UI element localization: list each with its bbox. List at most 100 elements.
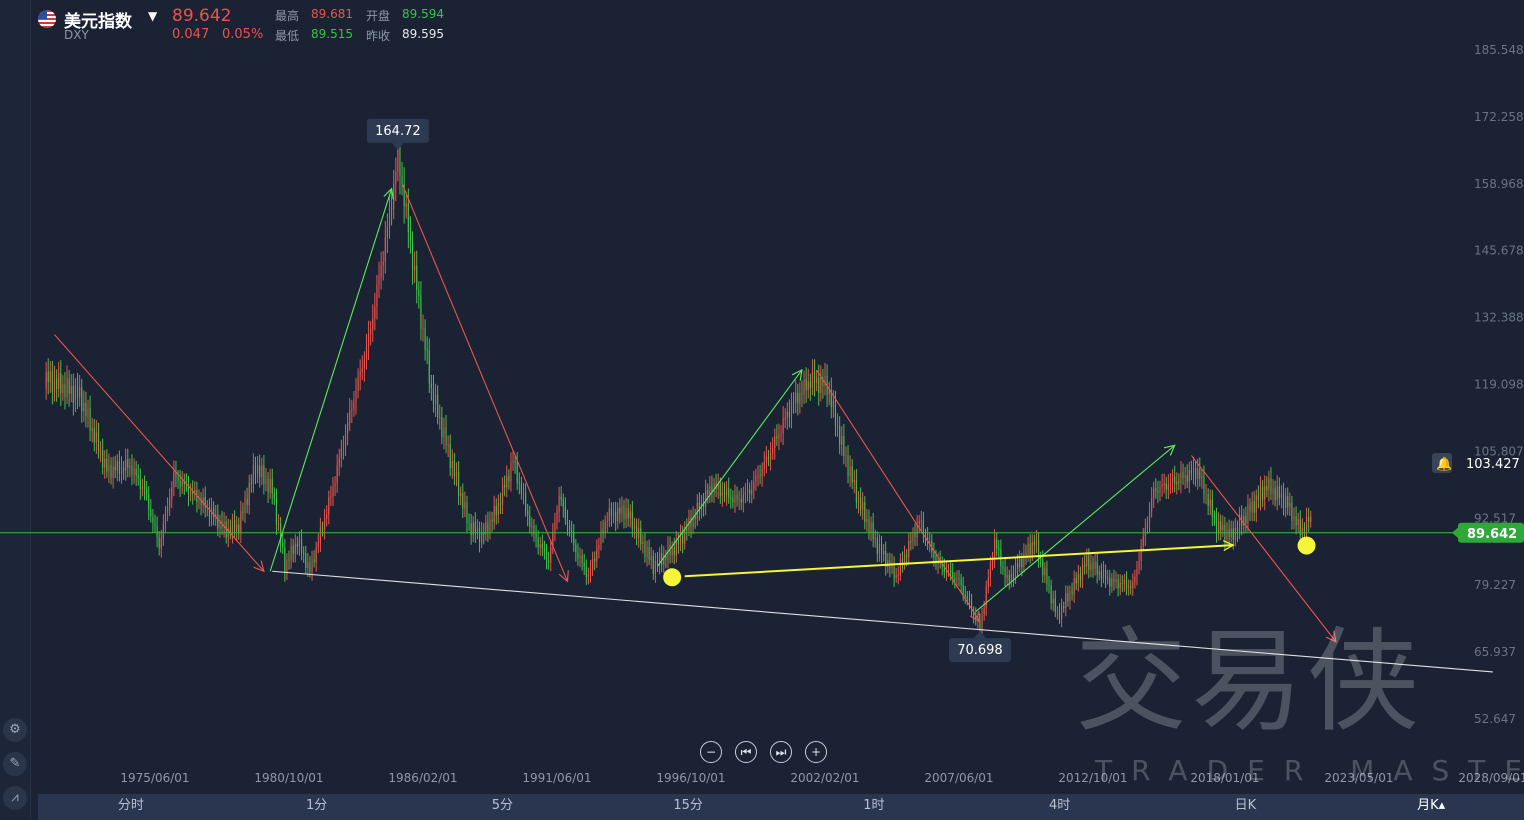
- candle-body: [985, 587, 987, 608]
- y-tick-label: 65.937: [1474, 645, 1516, 659]
- candle-body: [460, 493, 462, 496]
- candle-body: [116, 461, 118, 471]
- candle-body: [644, 541, 646, 558]
- candle-body: [767, 456, 770, 460]
- draw-pen-icon[interactable]: ✎: [3, 752, 27, 776]
- candle-body: [887, 560, 889, 567]
- trend-line: [816, 369, 981, 622]
- candle-body: [964, 594, 966, 597]
- candle-body: [1019, 558, 1021, 568]
- candle-body: [558, 496, 560, 513]
- zoom-out-button[interactable]: −: [700, 741, 722, 763]
- price-chart[interactable]: 185.548 172.258 158.968 145.678 132.388 119.0…: [0, 0, 1524, 794]
- candle-body: [836, 425, 839, 427]
- candle-body: [991, 559, 994, 564]
- candle-body: [895, 575, 897, 578]
- candle-body: [554, 522, 556, 532]
- candle-body: [908, 541, 910, 558]
- tab-5min[interactable]: 5分: [491, 798, 514, 813]
- candle-body: [1100, 571, 1102, 579]
- candle-body: [1174, 476, 1176, 484]
- candle-body: [1040, 559, 1042, 561]
- candle-body: [994, 539, 996, 560]
- candle-body: [275, 498, 278, 525]
- candle-body: [807, 381, 809, 391]
- stat-value-low: 89.515: [311, 27, 353, 41]
- chevron-down-icon[interactable]: ▼: [148, 9, 158, 23]
- tab-1hour[interactable]: 1时: [863, 798, 885, 813]
- candle-body: [305, 553, 307, 568]
- candle-body: [1257, 495, 1259, 501]
- candle-body: [751, 489, 753, 495]
- candle-body: [535, 534, 537, 539]
- candle-body: [621, 506, 623, 514]
- candle-body: [1065, 593, 1067, 609]
- us-flag-icon: [38, 10, 56, 28]
- candle-body: [585, 566, 587, 578]
- candle-body: [104, 458, 106, 468]
- tab-4hour[interactable]: 4时: [1048, 798, 1071, 813]
- candle-body: [1142, 536, 1144, 546]
- candle-body: [93, 427, 95, 443]
- candle-body: [629, 511, 631, 519]
- candle-body: [606, 521, 608, 523]
- candle-body: [612, 511, 615, 517]
- jump-start-button[interactable]: ⏮: [735, 741, 757, 763]
- candle-body: [307, 562, 309, 568]
- candle-body: [324, 518, 326, 530]
- candle-body: [135, 468, 137, 476]
- candle-body: [778, 433, 780, 439]
- candle-body: [596, 548, 598, 562]
- candle-body: [409, 232, 412, 242]
- candle-body: [1104, 569, 1107, 580]
- tab-15min[interactable]: 15分: [673, 798, 703, 813]
- candle-body: [340, 448, 342, 459]
- candle-body: [541, 544, 543, 549]
- jump-end-button[interactable]: ⏭: [770, 741, 792, 763]
- zoom-in-button[interactable]: +: [805, 741, 827, 763]
- candle-body: [378, 276, 380, 285]
- candle-body: [472, 522, 474, 536]
- candle-body: [58, 373, 60, 389]
- candle-body: [411, 241, 414, 271]
- instrument-name[interactable]: 美元指数: [64, 12, 132, 32]
- candle-body: [765, 456, 767, 463]
- candle-body: [506, 476, 508, 488]
- candle-body: [527, 510, 529, 516]
- trend-tool-icon[interactable]: ⩘: [3, 786, 27, 810]
- candle-body: [437, 394, 439, 418]
- candle-body: [102, 450, 104, 468]
- candle-body: [106, 458, 108, 472]
- candle-body: [1048, 584, 1050, 586]
- indicator-tool-icon[interactable]: ⚙: [3, 718, 27, 742]
- candle-body: [326, 514, 328, 519]
- candle-body: [795, 392, 797, 403]
- candle-body: [533, 526, 535, 535]
- candle-body: [583, 562, 585, 567]
- candle-body: [114, 466, 116, 471]
- candle-body: [1119, 582, 1121, 589]
- tab-timeshare[interactable]: 分时: [117, 798, 144, 813]
- tab-monthly[interactable]: 月K▴: [1417, 798, 1446, 813]
- candle-body: [434, 394, 437, 405]
- candle-body: [353, 401, 355, 410]
- candle-body: [62, 383, 64, 394]
- tab-daily[interactable]: 日K: [1234, 798, 1257, 813]
- candle-body: [464, 501, 466, 509]
- candle-body: [656, 560, 659, 566]
- candle-body: [219, 520, 221, 529]
- candle-body: [447, 444, 449, 446]
- candle-body: [947, 569, 950, 571]
- candle-body: [1180, 472, 1182, 483]
- candle-body: [650, 556, 652, 560]
- candle-body: [996, 539, 998, 549]
- candle-body: [1186, 475, 1188, 482]
- candle-body: [1249, 504, 1251, 512]
- candle-body: [749, 489, 751, 495]
- tab-1min[interactable]: 1分: [305, 798, 328, 813]
- candle-body: [736, 495, 738, 500]
- candle-body: [1201, 475, 1203, 479]
- candle-body: [811, 371, 814, 388]
- candle-body: [1259, 486, 1262, 501]
- candle-body: [774, 436, 776, 448]
